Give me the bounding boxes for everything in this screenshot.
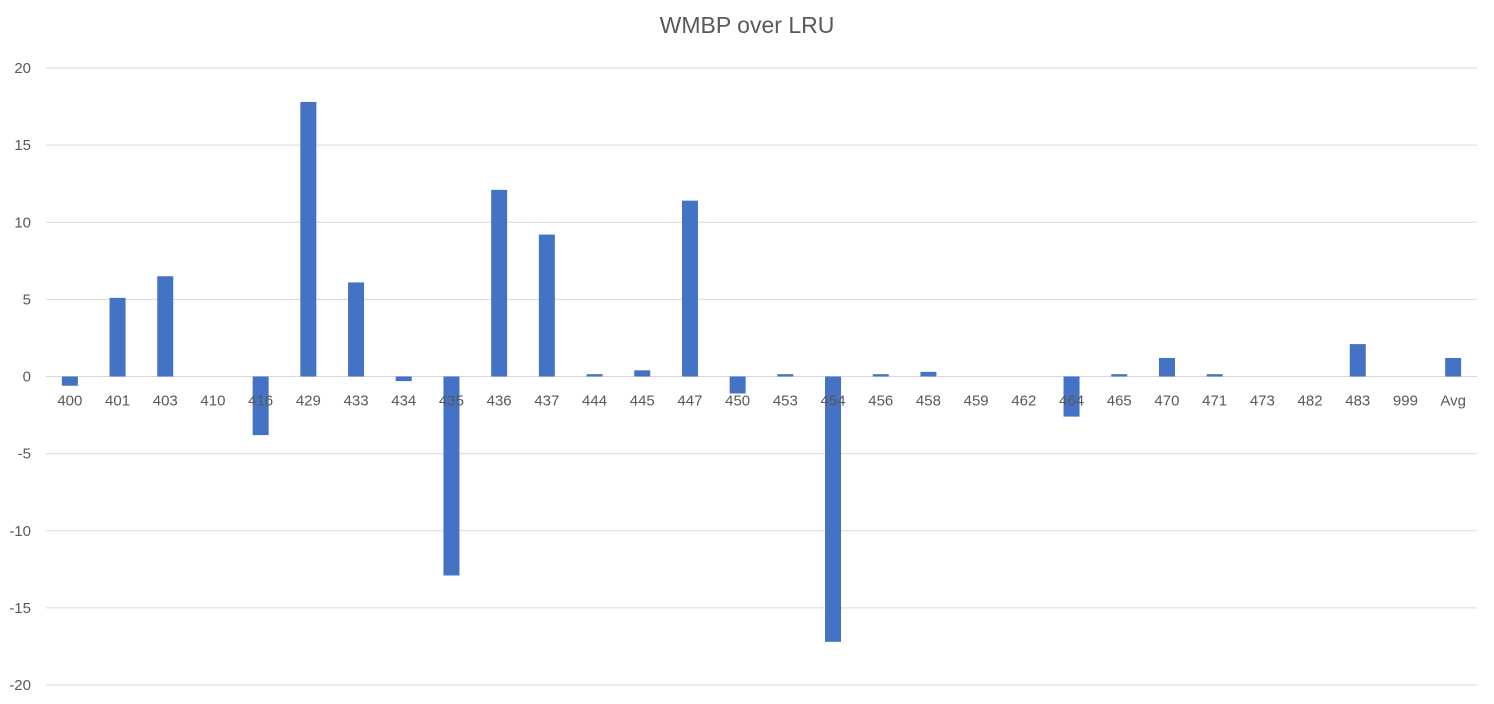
x-tick-label: 462 xyxy=(1011,393,1036,410)
bar xyxy=(109,297,126,377)
x-tick-label: 433 xyxy=(344,393,369,410)
bar xyxy=(395,376,412,382)
x-tick-label: 434 xyxy=(391,393,416,410)
x-tick-label: 458 xyxy=(916,393,941,410)
bar xyxy=(681,200,698,377)
bar xyxy=(1111,374,1128,377)
bar xyxy=(300,101,317,377)
x-tick-label: 483 xyxy=(1345,393,1370,410)
x-tick-label: 453 xyxy=(773,393,798,410)
x-tick-label: 445 xyxy=(630,393,655,410)
x-tick-label: 437 xyxy=(534,393,559,410)
chart-title: WMBP over LRU xyxy=(659,12,835,38)
x-tick-label: 416 xyxy=(248,393,273,410)
y-tick-label: -20 xyxy=(9,677,31,694)
x-tick-label: 410 xyxy=(200,393,225,410)
x-tick-label: 400 xyxy=(57,393,82,410)
bar xyxy=(61,376,78,386)
bar xyxy=(1063,376,1080,417)
y-tick-label: 0 xyxy=(23,369,31,386)
x-tick-label: 444 xyxy=(582,393,607,410)
bar xyxy=(729,376,746,394)
x-tick-label: 999 xyxy=(1393,393,1418,410)
y-axis-ticks: 20 15 10 5 0 -5 -10 -15 -20 xyxy=(9,60,31,694)
bar xyxy=(1349,344,1366,377)
x-axis-ticks: 400 401 403 410 416 429 433 434 435 436 437 444 445 4… xyxy=(57,393,1466,410)
y-tick-label: 20 xyxy=(14,60,31,77)
x-tick-label: 482 xyxy=(1298,393,1323,410)
x-tick-label: 473 xyxy=(1250,393,1275,410)
bar xyxy=(491,189,508,377)
x-tick-label: 450 xyxy=(725,393,750,410)
y-tick-label: 5 xyxy=(23,291,31,308)
bar xyxy=(157,276,174,377)
y-tick-label: 10 xyxy=(14,214,31,231)
bar xyxy=(777,374,794,377)
x-tick-label: 464 xyxy=(1059,393,1084,410)
bar xyxy=(634,370,651,377)
bar xyxy=(443,376,460,576)
x-tick-label: 471 xyxy=(1202,393,1227,410)
bar xyxy=(252,376,269,436)
bar xyxy=(1206,374,1223,377)
x-tick-label: 454 xyxy=(821,393,846,410)
x-tick-label: 447 xyxy=(677,393,702,410)
x-tick-label: 459 xyxy=(964,393,989,410)
bar xyxy=(348,282,365,377)
y-tick-label: -5 xyxy=(18,446,31,463)
bar xyxy=(872,374,889,377)
bar xyxy=(1158,357,1175,377)
y-tick-label: -10 xyxy=(9,523,31,540)
bars xyxy=(61,101,1462,642)
bar xyxy=(1445,357,1462,377)
x-tick-label: 403 xyxy=(153,393,178,410)
y-tick-label: -15 xyxy=(9,600,31,617)
x-tick-label: 456 xyxy=(868,393,893,410)
bar xyxy=(586,374,603,377)
x-tick-label: 470 xyxy=(1154,393,1179,410)
x-tick-label: 435 xyxy=(439,393,464,410)
bar xyxy=(920,371,937,377)
x-tick-label: 436 xyxy=(487,393,512,410)
x-tick-label: 465 xyxy=(1107,393,1132,410)
bar xyxy=(825,376,842,642)
x-tick-label: 429 xyxy=(296,393,321,410)
x-tick-label: Avg xyxy=(1440,393,1466,410)
y-tick-label: 15 xyxy=(14,137,31,154)
x-tick-label: 401 xyxy=(105,393,130,410)
gridlines xyxy=(46,67,1477,686)
bar xyxy=(538,234,555,377)
